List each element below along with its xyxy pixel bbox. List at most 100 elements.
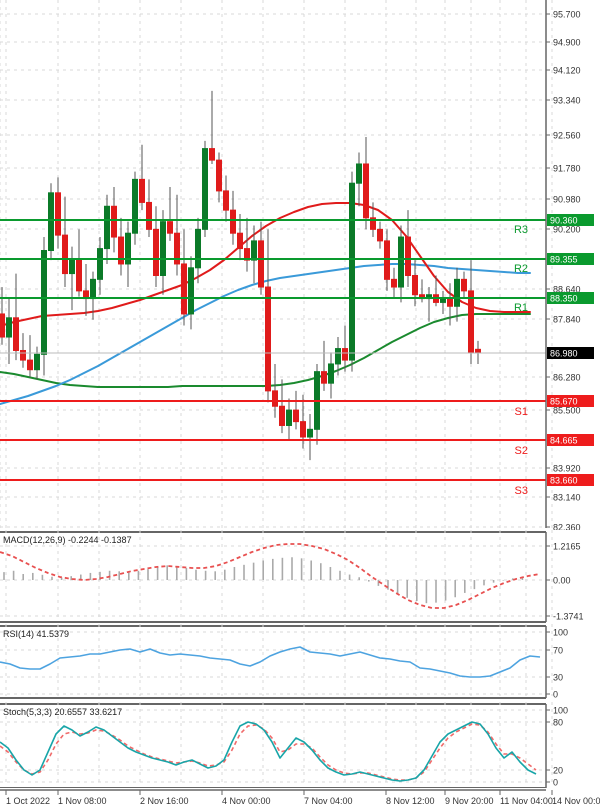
candle-body[interactable] bbox=[146, 201, 152, 230]
candle-body[interactable] bbox=[132, 178, 138, 234]
candle-body[interactable] bbox=[307, 428, 313, 438]
candle-body[interactable] bbox=[440, 298, 446, 303]
rsi-panel[interactable]: 100 70 30 0 RSI(14) 41.5379 bbox=[0, 624, 600, 702]
rsi-svg[interactable]: 100 70 30 0 RSI(14) 41.5379 bbox=[0, 624, 600, 702]
candle-body[interactable] bbox=[342, 348, 348, 361]
candle-body[interactable] bbox=[174, 232, 180, 265]
price-plot-background bbox=[0, 0, 600, 530]
candle-body[interactable] bbox=[370, 217, 376, 230]
candle-body[interactable] bbox=[13, 317, 19, 351]
candle-body[interactable] bbox=[272, 390, 278, 407]
candle-body[interactable] bbox=[104, 205, 110, 250]
candle-body[interactable] bbox=[62, 234, 68, 275]
candle-body[interactable] bbox=[125, 232, 131, 265]
macd-histogram bbox=[3, 557, 524, 604]
resistance-3-tag[interactable] bbox=[547, 214, 594, 226]
candle-body[interactable] bbox=[468, 290, 474, 353]
candle-body[interactable] bbox=[349, 182, 355, 361]
time-tick-label: 14 Nov 00:00 bbox=[552, 796, 600, 806]
candle-body[interactable] bbox=[160, 221, 166, 276]
time-axis[interactable]: 1 Oct 2022 1 Nov 08:00 2 Nov 16:00 4 Nov 00… bbox=[0, 788, 600, 812]
candle-body[interactable] bbox=[286, 409, 292, 426]
sr-label-s3: S3 bbox=[515, 485, 528, 497]
rsi-title: RSI(14) 41.5379 bbox=[3, 629, 69, 639]
time-tick-label: 7 Nov 04:00 bbox=[304, 796, 353, 806]
candle-body[interactable] bbox=[27, 359, 33, 371]
stochastic-svg[interactable]: 100 80 20 0 Stoch(5,3,3) 20.6557 33.6217 bbox=[0, 702, 600, 790]
candle-body[interactable] bbox=[356, 163, 362, 184]
candle-body[interactable] bbox=[34, 353, 40, 371]
price-chart-svg[interactable]: R3 R2 R1 S1 S2 S3 95.700 94.900 94.120 93.340 92.5… bbox=[0, 0, 600, 530]
stochastic-panel[interactable]: 100 80 20 0 Stoch(5,3,3) 20.6557 33.6217 bbox=[0, 702, 600, 790]
price-chart-panel[interactable]: R3 R2 R1 S1 S2 S3 95.700 94.900 94.120 93.340 92.5… bbox=[0, 0, 600, 530]
candle-body[interactable] bbox=[300, 421, 306, 438]
candle-body[interactable] bbox=[230, 209, 236, 234]
candle-body[interactable] bbox=[223, 190, 229, 211]
stoch-d-line bbox=[0, 723, 537, 781]
macd-title: MACD(12,26,9) -0.2244 -0.1387 bbox=[3, 535, 132, 545]
candle-body[interactable] bbox=[412, 274, 418, 296]
price-tick-label: 93.340 bbox=[553, 96, 581, 106]
candle-body[interactable] bbox=[202, 148, 208, 230]
candle-body[interactable] bbox=[41, 250, 47, 355]
candle-body[interactable] bbox=[0, 313, 5, 338]
support-1-tag[interactable] bbox=[547, 395, 594, 407]
resistance-2-tag[interactable] bbox=[547, 253, 594, 265]
candle-body[interactable] bbox=[398, 236, 404, 288]
resistance-1-tag[interactable] bbox=[547, 292, 594, 304]
candle-body[interactable] bbox=[90, 278, 96, 300]
candle-body[interactable] bbox=[475, 348, 481, 353]
support-3-tag-text: 83.660 bbox=[550, 476, 578, 486]
support-2-tag[interactable] bbox=[547, 434, 594, 446]
candle-body[interactable] bbox=[258, 240, 264, 288]
candle-body[interactable] bbox=[384, 240, 390, 280]
candle-body[interactable] bbox=[321, 371, 327, 384]
candle-body[interactable] bbox=[251, 240, 257, 261]
candle-body[interactable] bbox=[335, 348, 341, 365]
price-tags[interactable]: 90.360 89.355 88.350 86.980 85.670 84.665 83.6… bbox=[547, 214, 594, 486]
price-tick-label: 95.700 bbox=[553, 10, 581, 20]
candle-body[interactable] bbox=[405, 236, 411, 276]
candle-body[interactable] bbox=[293, 409, 299, 423]
candle-body[interactable] bbox=[6, 317, 12, 338]
candle-body[interactable] bbox=[279, 405, 285, 426]
candle-body[interactable] bbox=[377, 228, 383, 242]
candle-body[interactable] bbox=[97, 248, 103, 280]
candle-body[interactable] bbox=[55, 192, 61, 236]
candle-body[interactable] bbox=[167, 221, 173, 234]
candle-body[interactable] bbox=[76, 259, 82, 292]
candle-body[interactable] bbox=[209, 148, 215, 161]
candle-body[interactable] bbox=[216, 159, 222, 192]
last-price-tag[interactable] bbox=[547, 347, 594, 359]
rsi-tick-label: 30 bbox=[553, 673, 563, 683]
candle-body[interactable] bbox=[188, 267, 194, 315]
candle-body[interactable] bbox=[265, 286, 271, 392]
candle-body[interactable] bbox=[447, 298, 453, 307]
candle-body[interactable] bbox=[363, 163, 369, 219]
support-3-tag[interactable] bbox=[547, 474, 594, 486]
macd-svg[interactable]: 1.2165 0.00 -1.3741 MACD(12,26,9) -0.2244 -… bbox=[0, 530, 600, 624]
price-tick-label: 90.200 bbox=[553, 225, 581, 235]
support-resistance-lines[interactable]: R3 R2 R1 S1 S2 S3 bbox=[0, 219, 546, 497]
candle-body[interactable] bbox=[237, 232, 243, 250]
macd-panel[interactable]: 1.2165 0.00 -1.3741 MACD(12,26,9) -0.2244 -… bbox=[0, 530, 600, 624]
sr-label-r1: R1 bbox=[514, 302, 528, 314]
candle-body[interactable] bbox=[20, 349, 26, 361]
candle-body[interactable] bbox=[118, 236, 124, 265]
candle-body[interactable] bbox=[328, 363, 334, 384]
candle-body[interactable] bbox=[153, 228, 159, 276]
candle-body[interactable] bbox=[69, 259, 75, 275]
candle-body[interactable] bbox=[181, 263, 187, 315]
candle-body[interactable] bbox=[391, 278, 397, 288]
candle-body[interactable] bbox=[48, 192, 54, 252]
candle-body[interactable] bbox=[139, 178, 145, 203]
resistance-1-tag-text: 88.350 bbox=[550, 294, 578, 304]
candle-body[interactable] bbox=[454, 278, 460, 307]
candle-body[interactable] bbox=[195, 228, 201, 269]
price-tick-label: 86.280 bbox=[553, 373, 581, 383]
candle-body[interactable] bbox=[111, 205, 117, 238]
candle-body[interactable] bbox=[461, 278, 467, 292]
candle-body[interactable] bbox=[244, 248, 250, 261]
stoch-tick-label: 80 bbox=[553, 718, 563, 728]
time-axis-svg[interactable]: 1 Oct 2022 1 Nov 08:00 2 Nov 16:00 4 Nov 00… bbox=[0, 788, 600, 812]
